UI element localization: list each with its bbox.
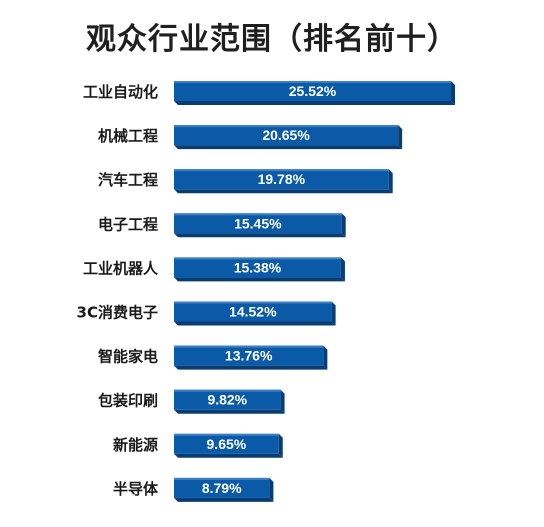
bar-side	[269, 477, 274, 502]
bar-side	[331, 301, 336, 326]
bar-side	[340, 257, 345, 282]
value-label: 25.52%	[289, 83, 337, 99]
bar	[174, 213, 342, 234]
bar-highlight	[174, 125, 399, 128]
bar-group: 机械工程 20.65%	[98, 125, 403, 150]
bar-bottom	[174, 321, 336, 326]
category-label: 电子工程	[98, 215, 158, 233]
bar-highlight	[174, 389, 281, 392]
bar-highlight	[174, 433, 279, 436]
value-label: 13.76%	[225, 348, 273, 364]
bar	[174, 345, 324, 366]
bar	[174, 169, 389, 190]
bar-highlight	[174, 257, 341, 260]
bar-group: 3C消费电子 14.52%	[77, 301, 336, 326]
bar-highlight	[174, 301, 332, 304]
bar-bottom	[174, 101, 455, 105]
value-label: 15.45%	[234, 215, 282, 231]
bar-side	[341, 213, 346, 238]
bar	[174, 81, 451, 101]
bar-highlight	[174, 345, 324, 348]
category-label: 工业自动化	[83, 83, 158, 101]
bar-bottom	[174, 365, 328, 370]
bar-group: 智能家电 13.76%	[98, 345, 328, 370]
category-label: 3C消费电子	[77, 304, 158, 322]
bar-bottom	[174, 277, 345, 282]
bar-group: 包装印刷 9.82%	[98, 389, 285, 414]
value-label: 20.65%	[262, 127, 310, 143]
bar-highlight	[174, 477, 270, 480]
bar	[174, 389, 281, 410]
bar	[174, 433, 279, 454]
bar-bottom	[174, 453, 283, 458]
bar	[174, 301, 332, 322]
bar-group: 电子工程 15.45%	[98, 213, 346, 238]
bar-highlight	[174, 81, 451, 83]
value-label: 8.79%	[202, 480, 242, 496]
value-label: 9.65%	[207, 436, 247, 452]
category-label: 新能源	[113, 436, 158, 454]
value-label: 19.78%	[258, 171, 306, 187]
category-label: 智能家电	[98, 348, 158, 366]
bar	[174, 257, 341, 278]
category-label: 汽车工程	[98, 171, 158, 189]
bar-group: 工业自动化 25.52%	[83, 81, 455, 105]
bar-side	[451, 81, 455, 105]
value-label: 9.82%	[207, 392, 247, 408]
bar-bottom	[174, 145, 403, 150]
bar-group: 工业机器人 15.38%	[83, 257, 345, 282]
category-label: 半导体	[113, 480, 159, 498]
bar-bottom	[174, 233, 346, 238]
bar-side	[398, 125, 403, 150]
bar-group: 半导体 8.79%	[113, 477, 274, 502]
bar-highlight	[174, 169, 389, 172]
bar-side	[280, 389, 285, 414]
bar-group: 汽车工程 19.78%	[98, 169, 393, 194]
bar	[174, 125, 399, 146]
bar-highlight	[174, 213, 342, 216]
bar-bottom	[174, 189, 393, 194]
value-label: 15.38%	[234, 259, 282, 275]
bar	[174, 477, 270, 498]
category-label: 包装印刷	[98, 392, 158, 410]
value-label: 14.52%	[229, 304, 277, 320]
category-label: 工业机器人	[83, 259, 159, 277]
bar-group: 新能源 9.65%	[113, 433, 283, 458]
category-label: 机械工程	[98, 127, 158, 145]
bar-side	[278, 433, 283, 458]
bar-bottom	[174, 497, 274, 502]
chart-title: 观众行业范围（排名前十）	[86, 22, 458, 57]
bar-side	[323, 345, 328, 370]
bar-bottom	[174, 409, 285, 414]
bar-side	[388, 169, 393, 194]
